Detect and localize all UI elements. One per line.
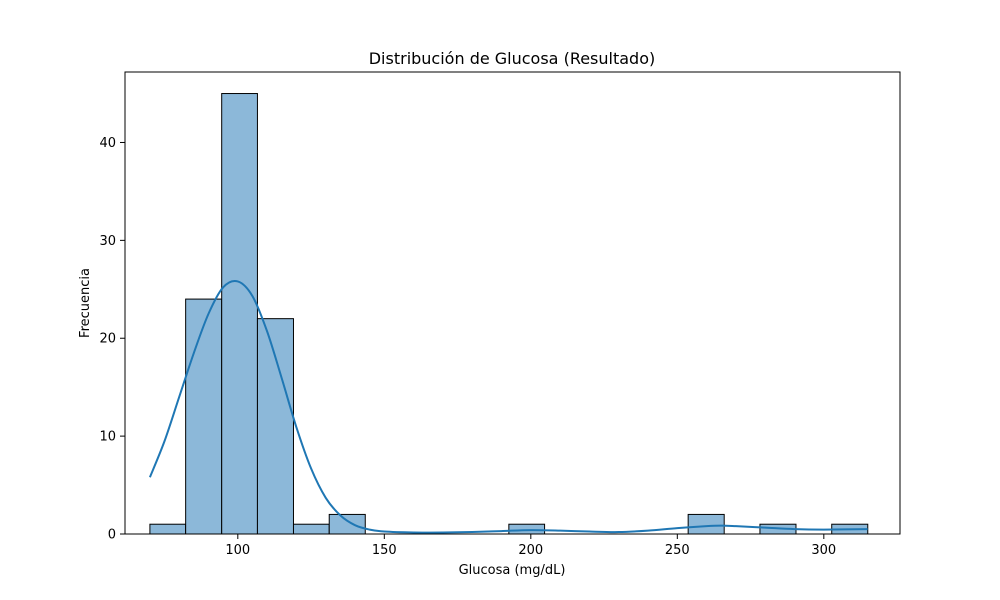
histogram-bar: [256, 318, 294, 535]
y-tick-label: 10: [99, 430, 116, 445]
y-tick-label: 30: [99, 234, 116, 249]
x-tick-label: 100: [225, 543, 250, 558]
histogram-bar: [221, 93, 258, 535]
histogram-bar: [149, 523, 187, 535]
histogram-bar: [508, 523, 546, 535]
y-axis-ticks: 0 10 20 30 40: [99, 136, 125, 543]
x-tick-label: 200: [518, 543, 543, 558]
histogram-bar: [292, 523, 330, 535]
plot-frame: [124, 71, 901, 535]
kde-line: [148, 280, 868, 534]
x-tick-label: 150: [372, 543, 397, 558]
x-axis-label: Glucosa (mg/dL): [459, 563, 566, 578]
bars-group: [149, 93, 869, 535]
y-tick-label: 0: [108, 528, 116, 543]
chart-title: Distribución de Glucosa (Resultado): [369, 49, 656, 68]
histogram-bar: [185, 298, 223, 535]
histogram-bar: [687, 513, 725, 535]
x-axis-ticks: 100 150 200 250 300: [225, 534, 836, 558]
y-tick-label: 40: [99, 136, 116, 151]
y-tick-label: 20: [99, 332, 116, 347]
histogram-bar: [328, 513, 366, 535]
x-tick-label: 250: [665, 543, 690, 558]
x-tick-label: 300: [811, 543, 836, 558]
y-axis-label: Frecuencia: [78, 268, 93, 338]
